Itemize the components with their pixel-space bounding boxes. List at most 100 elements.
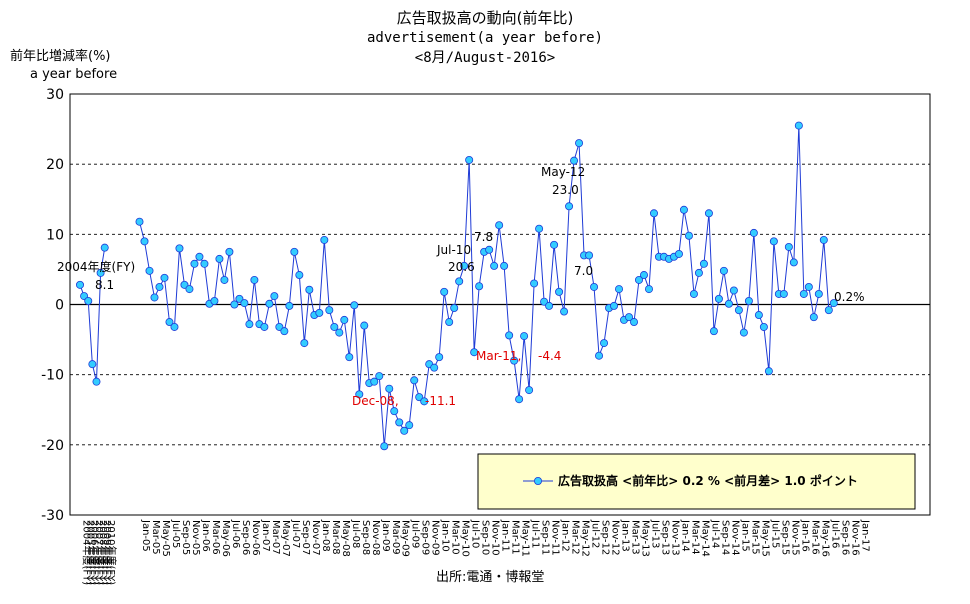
- data-point-marker: [475, 282, 484, 291]
- data-point-marker: [789, 258, 798, 267]
- data-point-marker: [320, 235, 329, 244]
- data-point-marker: [165, 318, 174, 327]
- x-tick-label: Jan-05: [140, 519, 151, 552]
- annotation-label: Dec-08,: [352, 394, 399, 408]
- x-tick-label: Mar-07: [270, 520, 281, 555]
- data-point-marker: [380, 442, 389, 451]
- chart-title: 広告取扱高の動向(前年比): [396, 9, 574, 27]
- data-point-marker: [724, 299, 733, 308]
- data-point-marker: [535, 224, 544, 233]
- data-point-marker: [180, 280, 189, 289]
- data-point-marker: [185, 285, 194, 294]
- data-point-marker: [530, 279, 539, 288]
- x-tick-label: Jan-10: [440, 519, 451, 552]
- x-tick-label: Sep-11: [540, 520, 551, 555]
- x-tick-label: Mar-06: [210, 520, 221, 555]
- x-tick-label: Jan-07: [260, 519, 271, 552]
- data-point-marker: [245, 320, 254, 329]
- y-tick-label: -20: [41, 438, 64, 454]
- data-point-marker: [88, 360, 97, 369]
- data-point-marker: [315, 308, 324, 317]
- x-tick-label: Jul-05: [170, 519, 181, 548]
- x-tick-label: 2006年度(FY): [89, 520, 102, 585]
- series-group: [76, 121, 838, 451]
- data-point-marker: [400, 426, 409, 435]
- data-point-marker: [555, 287, 564, 296]
- data-point-marker: [395, 418, 404, 427]
- data-point-marker: [545, 301, 554, 310]
- data-point-marker: [540, 297, 549, 306]
- annotation-label: 7.8: [474, 230, 493, 244]
- x-tick-label: Mar-09: [390, 520, 401, 555]
- data-point-marker: [175, 244, 184, 253]
- x-tick-label: Nov-06: [250, 520, 261, 556]
- data-point-marker: [84, 296, 93, 305]
- x-tick-label: Nov-11: [550, 520, 561, 556]
- data-point-marker: [76, 280, 85, 289]
- x-tick-label: Nov-14: [729, 520, 740, 556]
- data-point-marker: [565, 202, 574, 211]
- data-point-marker: [225, 247, 234, 256]
- data-point-marker: [759, 322, 768, 331]
- data-point-marker: [460, 261, 469, 270]
- x-tick-label: Jul-09: [410, 519, 421, 548]
- data-point-marker: [485, 245, 494, 254]
- x-tick-label: Mar-08: [330, 520, 341, 555]
- x-tick-label: Jul-10: [470, 519, 481, 548]
- data-point-marker: [525, 386, 534, 395]
- data-point-marker: [240, 299, 249, 308]
- data-point-marker: [769, 237, 778, 246]
- x-tick-label: Mar-16: [809, 520, 820, 555]
- y-axis-ticks: -30 -20 -10 0 10 20 30: [41, 87, 64, 524]
- x-tick-label: May-09: [400, 520, 411, 557]
- data-point-marker: [405, 421, 414, 430]
- data-point-marker: [210, 296, 219, 305]
- annotation-value: 20.6: [448, 260, 475, 274]
- data-point-marker: [729, 286, 738, 295]
- data-point-marker: [435, 353, 444, 362]
- data-point-marker: [560, 307, 569, 316]
- data-point-marker: [699, 259, 708, 268]
- data-point-marker: [575, 139, 584, 148]
- data-point-marker: [215, 254, 224, 263]
- data-point-marker: [340, 315, 349, 324]
- x-tick-label: Nov-13: [669, 520, 680, 556]
- data-point-marker: [230, 300, 239, 309]
- x-tick-label: Nov-15: [789, 520, 800, 556]
- x-tick-label: Nov-09: [430, 520, 441, 556]
- data-point-marker: [799, 289, 808, 298]
- data-point-marker: [754, 311, 763, 320]
- data-point-marker: [135, 217, 144, 226]
- data-point-marker: [590, 282, 599, 291]
- data-point-marker: [630, 318, 639, 327]
- x-tick-label: May-10: [460, 520, 471, 557]
- chart-subtitle: advertisement(a year before): [366, 30, 603, 46]
- x-tick-label: Mar-11: [510, 520, 521, 555]
- data-point-marker: [360, 321, 369, 330]
- annotation-label: Jul-10: [436, 243, 471, 257]
- data-point-marker: [550, 240, 559, 249]
- data-point-marker: [709, 327, 718, 336]
- data-point-marker: [744, 296, 753, 305]
- chart-period: <8月/August-2016>: [414, 50, 556, 66]
- data-point-marker: [495, 221, 504, 230]
- data-point-marker: [714, 294, 723, 303]
- x-tick-label: May-05: [160, 520, 171, 557]
- x-tick-label: 2005年度(FY): [85, 520, 98, 585]
- x-tick-label: May-06: [220, 520, 231, 557]
- data-point-marker: [280, 327, 289, 336]
- annotation-label: 7.0: [574, 264, 593, 278]
- data-point-marker: [455, 277, 464, 286]
- data-point-marker: [689, 289, 698, 298]
- data-point-marker: [285, 301, 294, 310]
- x-axis-ticks: 2004年度(FY)2005年度(FY)2006年度(FY)2007年度(FY)…: [81, 519, 871, 585]
- x-tick-label: Nov-10: [490, 520, 501, 556]
- x-tick-label: Jan-06: [200, 519, 211, 552]
- data-point-marker: [220, 275, 229, 284]
- data-point-marker: [305, 285, 314, 294]
- data-point-marker: [385, 384, 394, 393]
- x-tick-label: Jan-11: [500, 519, 511, 552]
- data-point-marker: [445, 318, 454, 327]
- data-point-marker: [96, 268, 105, 277]
